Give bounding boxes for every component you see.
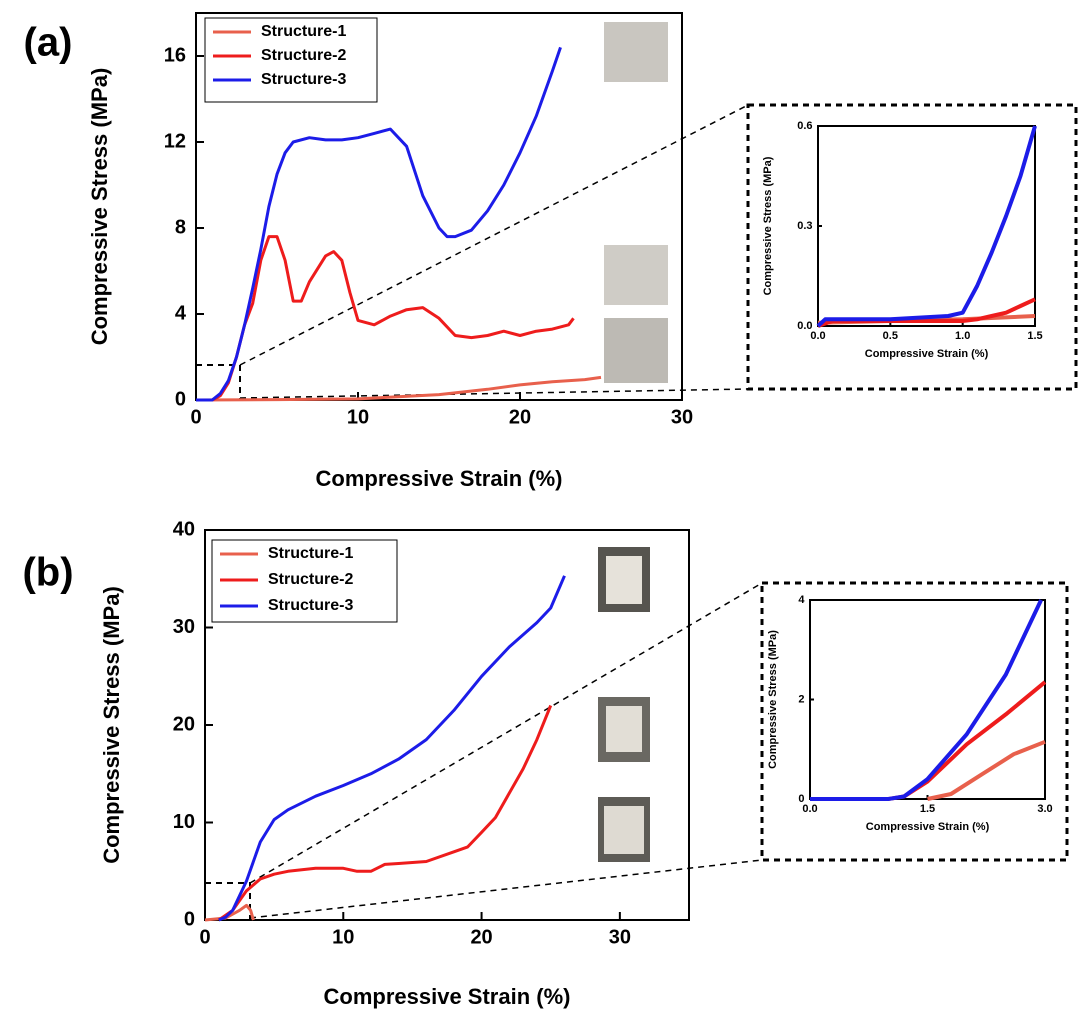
y-tick-label: 0 [184,908,195,930]
x-tick-label: 20 [509,406,531,428]
series-line [817,297,1036,328]
x-tick-label: 0.5 [883,330,898,342]
x-tick-label: 1.5 [1027,330,1042,342]
series-line [196,46,562,402]
y-axis-title: Compressive Stress (MPa) [99,586,124,864]
legend-label: Structure-2 [261,47,346,64]
y-axis-title: Compressive Stress (MPa) [87,68,112,346]
series-line [195,375,602,402]
x-tick-label: 1.0 [955,330,970,342]
legend-label: Structure-3 [268,597,353,614]
x-tick-label: 30 [671,406,693,428]
legend-label: Structure-2 [268,571,353,588]
panel-label: (b) [22,551,73,595]
y-tick-label: 0.3 [797,220,812,232]
x-tick-label: 0.0 [810,330,825,342]
series-line [810,599,1043,801]
sample-photo [604,245,668,305]
x-tick-label: 20 [470,926,492,948]
x-tick-label: 10 [347,406,369,428]
y-axis-title: Compressive Stress (MPa) [762,156,774,295]
inset-frame [746,103,1078,391]
x-tick-label: 30 [609,926,631,948]
sample-photo [604,318,668,383]
y-tick-label: 12 [164,130,186,152]
series-line [927,739,1046,801]
zoom-line [239,104,749,366]
sample-photo [604,22,668,82]
zoom-line [249,582,763,884]
series-line [196,235,575,402]
x-axis-title: Compressive Strain (%) [316,466,563,491]
inset-frame [760,581,1069,862]
x-axis-title: Compressive Strain (%) [866,821,990,833]
y-tick-label: 20 [173,713,195,735]
y-tick-label: 4 [175,302,187,324]
y-tick-label: 0.0 [797,320,812,332]
zoom-line [239,388,749,399]
series-line [217,704,553,922]
series-line [218,575,566,922]
x-axis-title: Compressive Strain (%) [865,348,989,360]
y-tick-label: 0.6 [797,120,812,132]
series-line [816,125,1037,328]
legend-label: Structure-1 [268,545,353,562]
x-axis-title: Compressive Strain (%) [324,984,571,1009]
y-tick-label: 0 [175,388,186,410]
y-tick-label: 10 [173,811,195,833]
y-tick-label: 40 [173,518,195,540]
legend-label: Structure-1 [261,23,346,40]
y-tick-label: 8 [175,216,186,238]
plot-frame [809,599,1046,800]
x-tick-label: 10 [332,926,354,948]
y-tick-label: 4 [798,594,805,606]
decorations [195,103,1078,921]
sample-photo-object [606,706,642,752]
legend-label: Structure-3 [261,71,346,88]
y-axis-title: Compressive Stress (MPa) [767,630,779,769]
sample-photo-object [604,806,644,854]
x-tick-label: 0.0 [802,803,817,815]
x-tick-label: 0 [190,406,201,428]
sample-photo-object [606,556,642,604]
y-tick-label: 16 [164,44,186,66]
y-tick-label: 0 [798,793,804,805]
zoom-line [249,859,763,919]
x-tick-label: 3.0 [1037,803,1052,815]
photos [598,22,668,862]
x-tick-label: 1.5 [920,803,935,815]
y-tick-label: 30 [173,616,195,638]
panel-label: (a) [24,21,73,65]
x-tick-label: 0 [199,926,210,948]
y-tick-label: 2 [798,693,804,705]
plot-frame [195,12,683,401]
